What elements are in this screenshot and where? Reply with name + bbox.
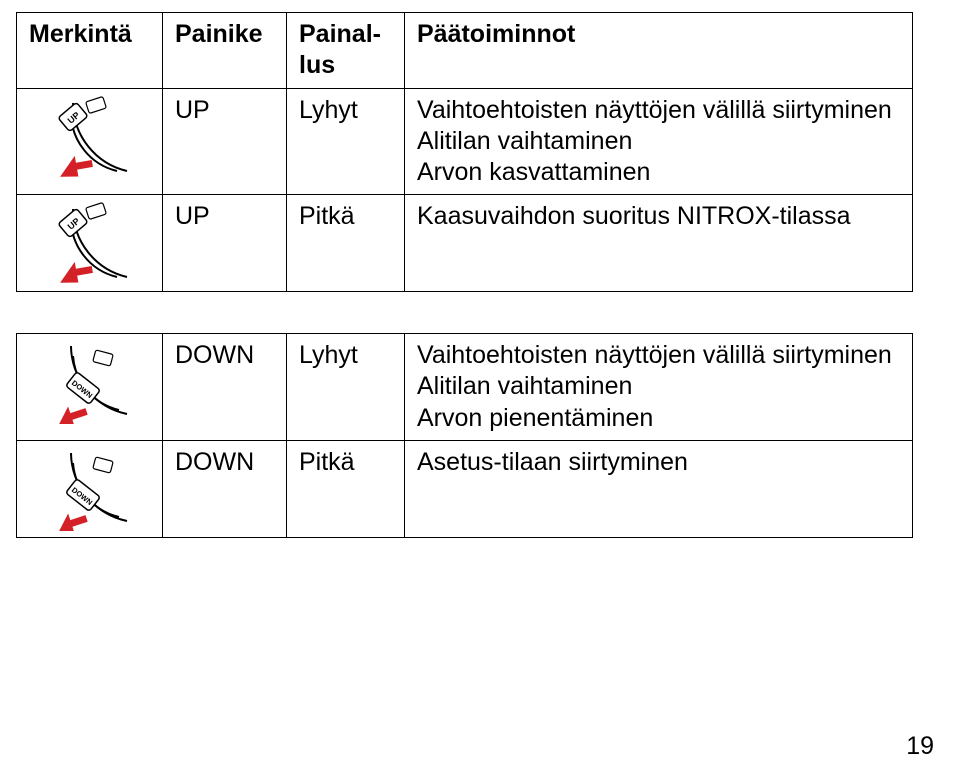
cell-painallus: Lyhyt (287, 334, 405, 441)
device-down-icon: DOWN (43, 447, 139, 531)
toiminto-line: Arvon pienentäminen (417, 404, 653, 432)
table-row: DOWN DOWN Lyhyt Vaihtoehtoisten näyttöje… (17, 334, 913, 441)
toiminto-line: Asetus-tilaan siirtyminen (417, 448, 688, 476)
device-up-icon: UP (43, 201, 139, 285)
toiminto-line: Vaihtoehtoisten näyttöjen välillä siirty… (417, 341, 892, 369)
cell-icon-up-short: UP (17, 88, 163, 195)
table-bottom: DOWN DOWN Lyhyt Vaihtoehtoisten näyttöje… (16, 333, 913, 538)
toiminto-line: Kaasuvaihdon suoritus NITROX-tilassa (417, 202, 851, 230)
cell-painike: DOWN (163, 440, 287, 537)
toiminto-line: Arvon kasvattaminen (417, 158, 650, 186)
col-header-merkinta: Merkintä (17, 13, 163, 89)
table-row: DOWN DOWN Pitkä Asetus-tilaan siirtymine… (17, 440, 913, 537)
cell-icon-down-long: DOWN (17, 440, 163, 537)
document-page: { "table1": { "columns": ["Merkintä", "P… (0, 0, 960, 775)
toiminto-line: Vaihtoehtoisten näyttöjen välillä siirty… (417, 96, 892, 124)
table-row: UP UP Pitkä Kaasuvaihdon suoritus NITROX… (17, 195, 913, 292)
table-header-row: Merkintä Painike Painal- lus Päätoiminno… (17, 13, 913, 89)
cell-painike: UP (163, 88, 287, 195)
device-down-icon: DOWN (43, 340, 139, 424)
cell-toiminnot: Kaasuvaihdon suoritus NITROX-tilassa (405, 195, 913, 292)
col-header-painallus-line2: lus (299, 51, 335, 79)
col-header-painallus: Painal- lus (287, 13, 405, 89)
device-up-icon: UP (43, 95, 139, 179)
toiminto-line: Alitilan vaihtaminen (417, 127, 632, 155)
cell-toiminnot: Vaihtoehtoisten näyttöjen välillä siirty… (405, 334, 913, 441)
page-number: 19 (906, 732, 934, 761)
table-row: UP UP Lyhyt Vaihtoehtoisten näyttöjen vä… (17, 88, 913, 195)
table-top: Merkintä Painike Painal- lus Päätoiminno… (16, 12, 913, 292)
col-header-paatoiminnot: Päätoiminnot (405, 13, 913, 89)
cell-icon-up-long: UP (17, 195, 163, 292)
cell-painike: DOWN (163, 334, 287, 441)
cell-icon-down-short: DOWN (17, 334, 163, 441)
cell-painallus: Lyhyt (287, 88, 405, 195)
cell-painike: UP (163, 195, 287, 292)
col-header-painike: Painike (163, 13, 287, 89)
cell-painallus: Pitkä (287, 195, 405, 292)
cell-toiminnot: Asetus-tilaan siirtyminen (405, 440, 913, 537)
toiminto-line: Alitilan vaihtaminen (417, 372, 632, 400)
cell-painallus: Pitkä (287, 440, 405, 537)
col-header-painallus-line1: Painal- (299, 20, 381, 48)
cell-toiminnot: Vaihtoehtoisten näyttöjen välillä siirty… (405, 88, 913, 195)
